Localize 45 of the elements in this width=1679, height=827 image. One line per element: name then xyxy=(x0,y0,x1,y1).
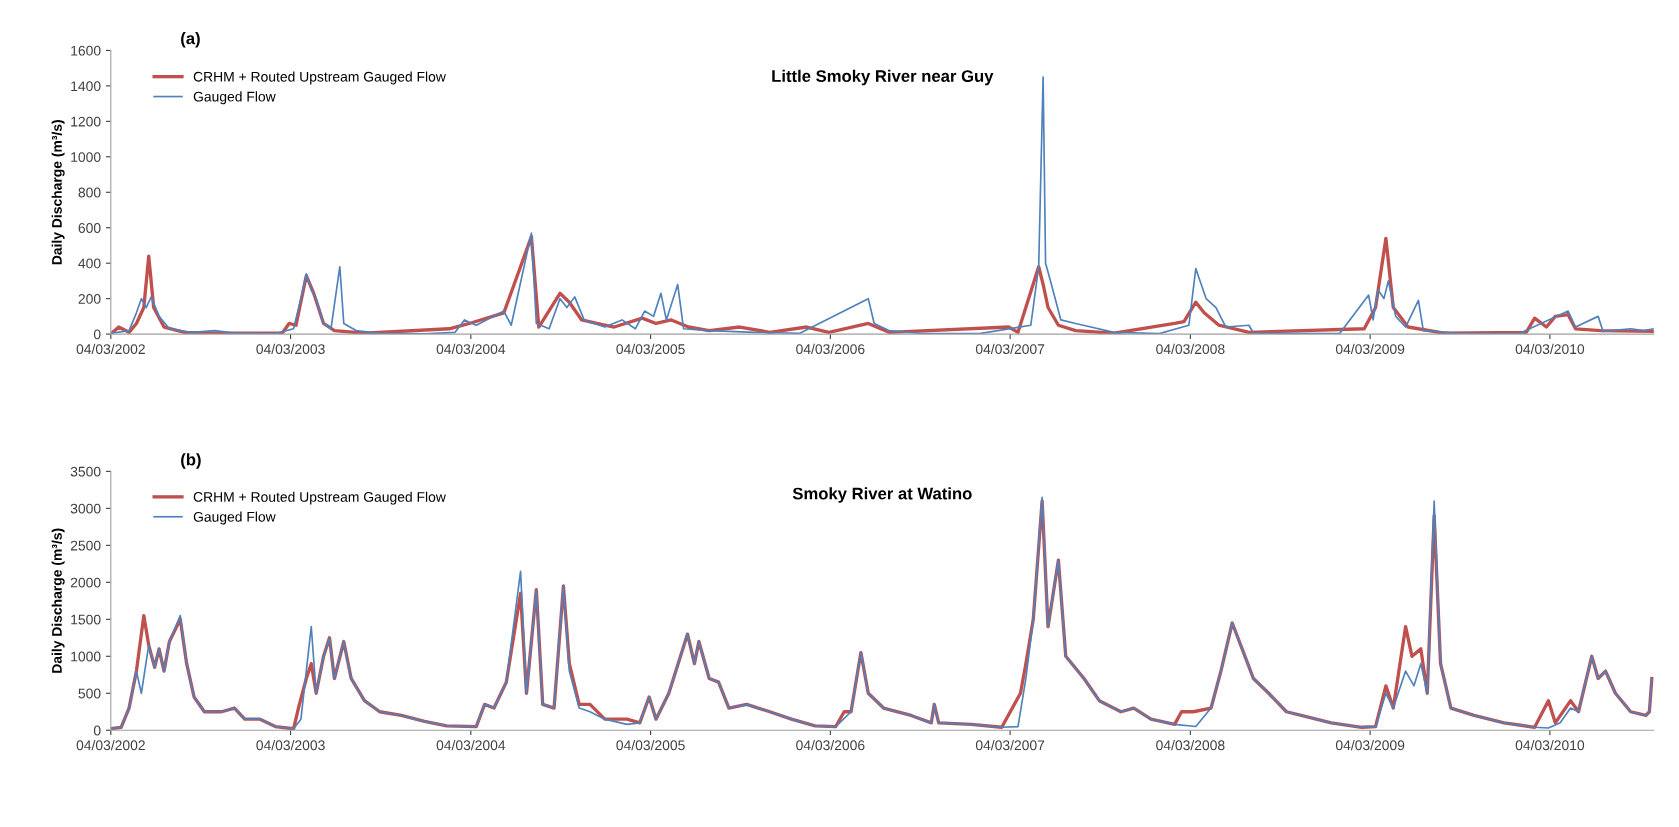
legend-label: CRHM + Routed Upstream Gauged Flow xyxy=(193,491,446,505)
text: (a) xyxy=(181,32,200,48)
y-tick-label: 200 xyxy=(78,293,101,304)
y-tick-label: 0 xyxy=(93,725,101,736)
y-tick-label: 1500 xyxy=(71,614,101,625)
x-tick-label: 04/03/2010 xyxy=(1515,343,1585,355)
x-tick-label: 04/03/2008 xyxy=(1156,739,1225,751)
y-tick-label: 3500 xyxy=(70,466,101,477)
x-tick-label: 04/03/2002 xyxy=(76,739,145,751)
x-tick-label: 04/03/2003 xyxy=(256,739,325,751)
x-tick-label: 04/03/2002 xyxy=(76,343,145,355)
legend-label: Gauged Flow xyxy=(193,91,276,105)
y-tick-label: 2500 xyxy=(70,540,101,551)
y-tick-label: 600 xyxy=(78,223,101,233)
x-tick-label: 04/03/2004 xyxy=(436,343,506,355)
y-axis-title: Daily Discharge (m³/s) xyxy=(51,120,65,265)
text: (b) xyxy=(181,453,201,469)
text: Smoky River at Watino xyxy=(792,487,972,503)
x-tick-label: 04/03/2005 xyxy=(616,343,685,355)
x-tick-label: 04/03/2006 xyxy=(796,343,865,355)
y-tick-label: 500 xyxy=(78,688,101,699)
y-tick-label: 1200 xyxy=(71,116,101,127)
y-tick-label: 2000 xyxy=(70,577,101,588)
text: Little Smoky River near Guy xyxy=(772,69,994,86)
x-tick-label: 04/03/2009 xyxy=(1335,343,1405,355)
x-tick-label: 04/03/2003 xyxy=(256,343,325,355)
y-tick-label: 400 xyxy=(78,258,101,269)
y-tick-label: 3000 xyxy=(70,503,101,514)
x-tick-label: 04/03/2010 xyxy=(1515,739,1585,751)
legend-label: CRHM + Routed Upstream Gauged Flow xyxy=(193,71,446,85)
x-tick-label: 04/03/2005 xyxy=(616,739,685,751)
y-tick-label: 1600 xyxy=(71,45,101,56)
x-tick-label: 04/03/2008 xyxy=(1156,343,1225,355)
x-tick-label: 04/03/2007 xyxy=(975,739,1045,751)
y-tick-label: 1400 xyxy=(71,81,101,92)
y-tick-label: 0 xyxy=(93,329,101,340)
x-tick-label: 04/03/2004 xyxy=(436,739,506,751)
x-tick-label: 04/03/2007 xyxy=(975,343,1045,355)
x-tick-label: 04/03/2009 xyxy=(1335,739,1405,751)
x-tick-label: 04/03/2006 xyxy=(796,739,865,751)
y-tick-label: 1000 xyxy=(71,152,101,162)
y-tick-label: 800 xyxy=(78,187,101,198)
y-axis-title: Daily Discharge (m³/s) xyxy=(51,528,65,673)
legend-label: Gauged Flow xyxy=(193,511,276,525)
y-tick-label: 1000 xyxy=(71,651,101,662)
